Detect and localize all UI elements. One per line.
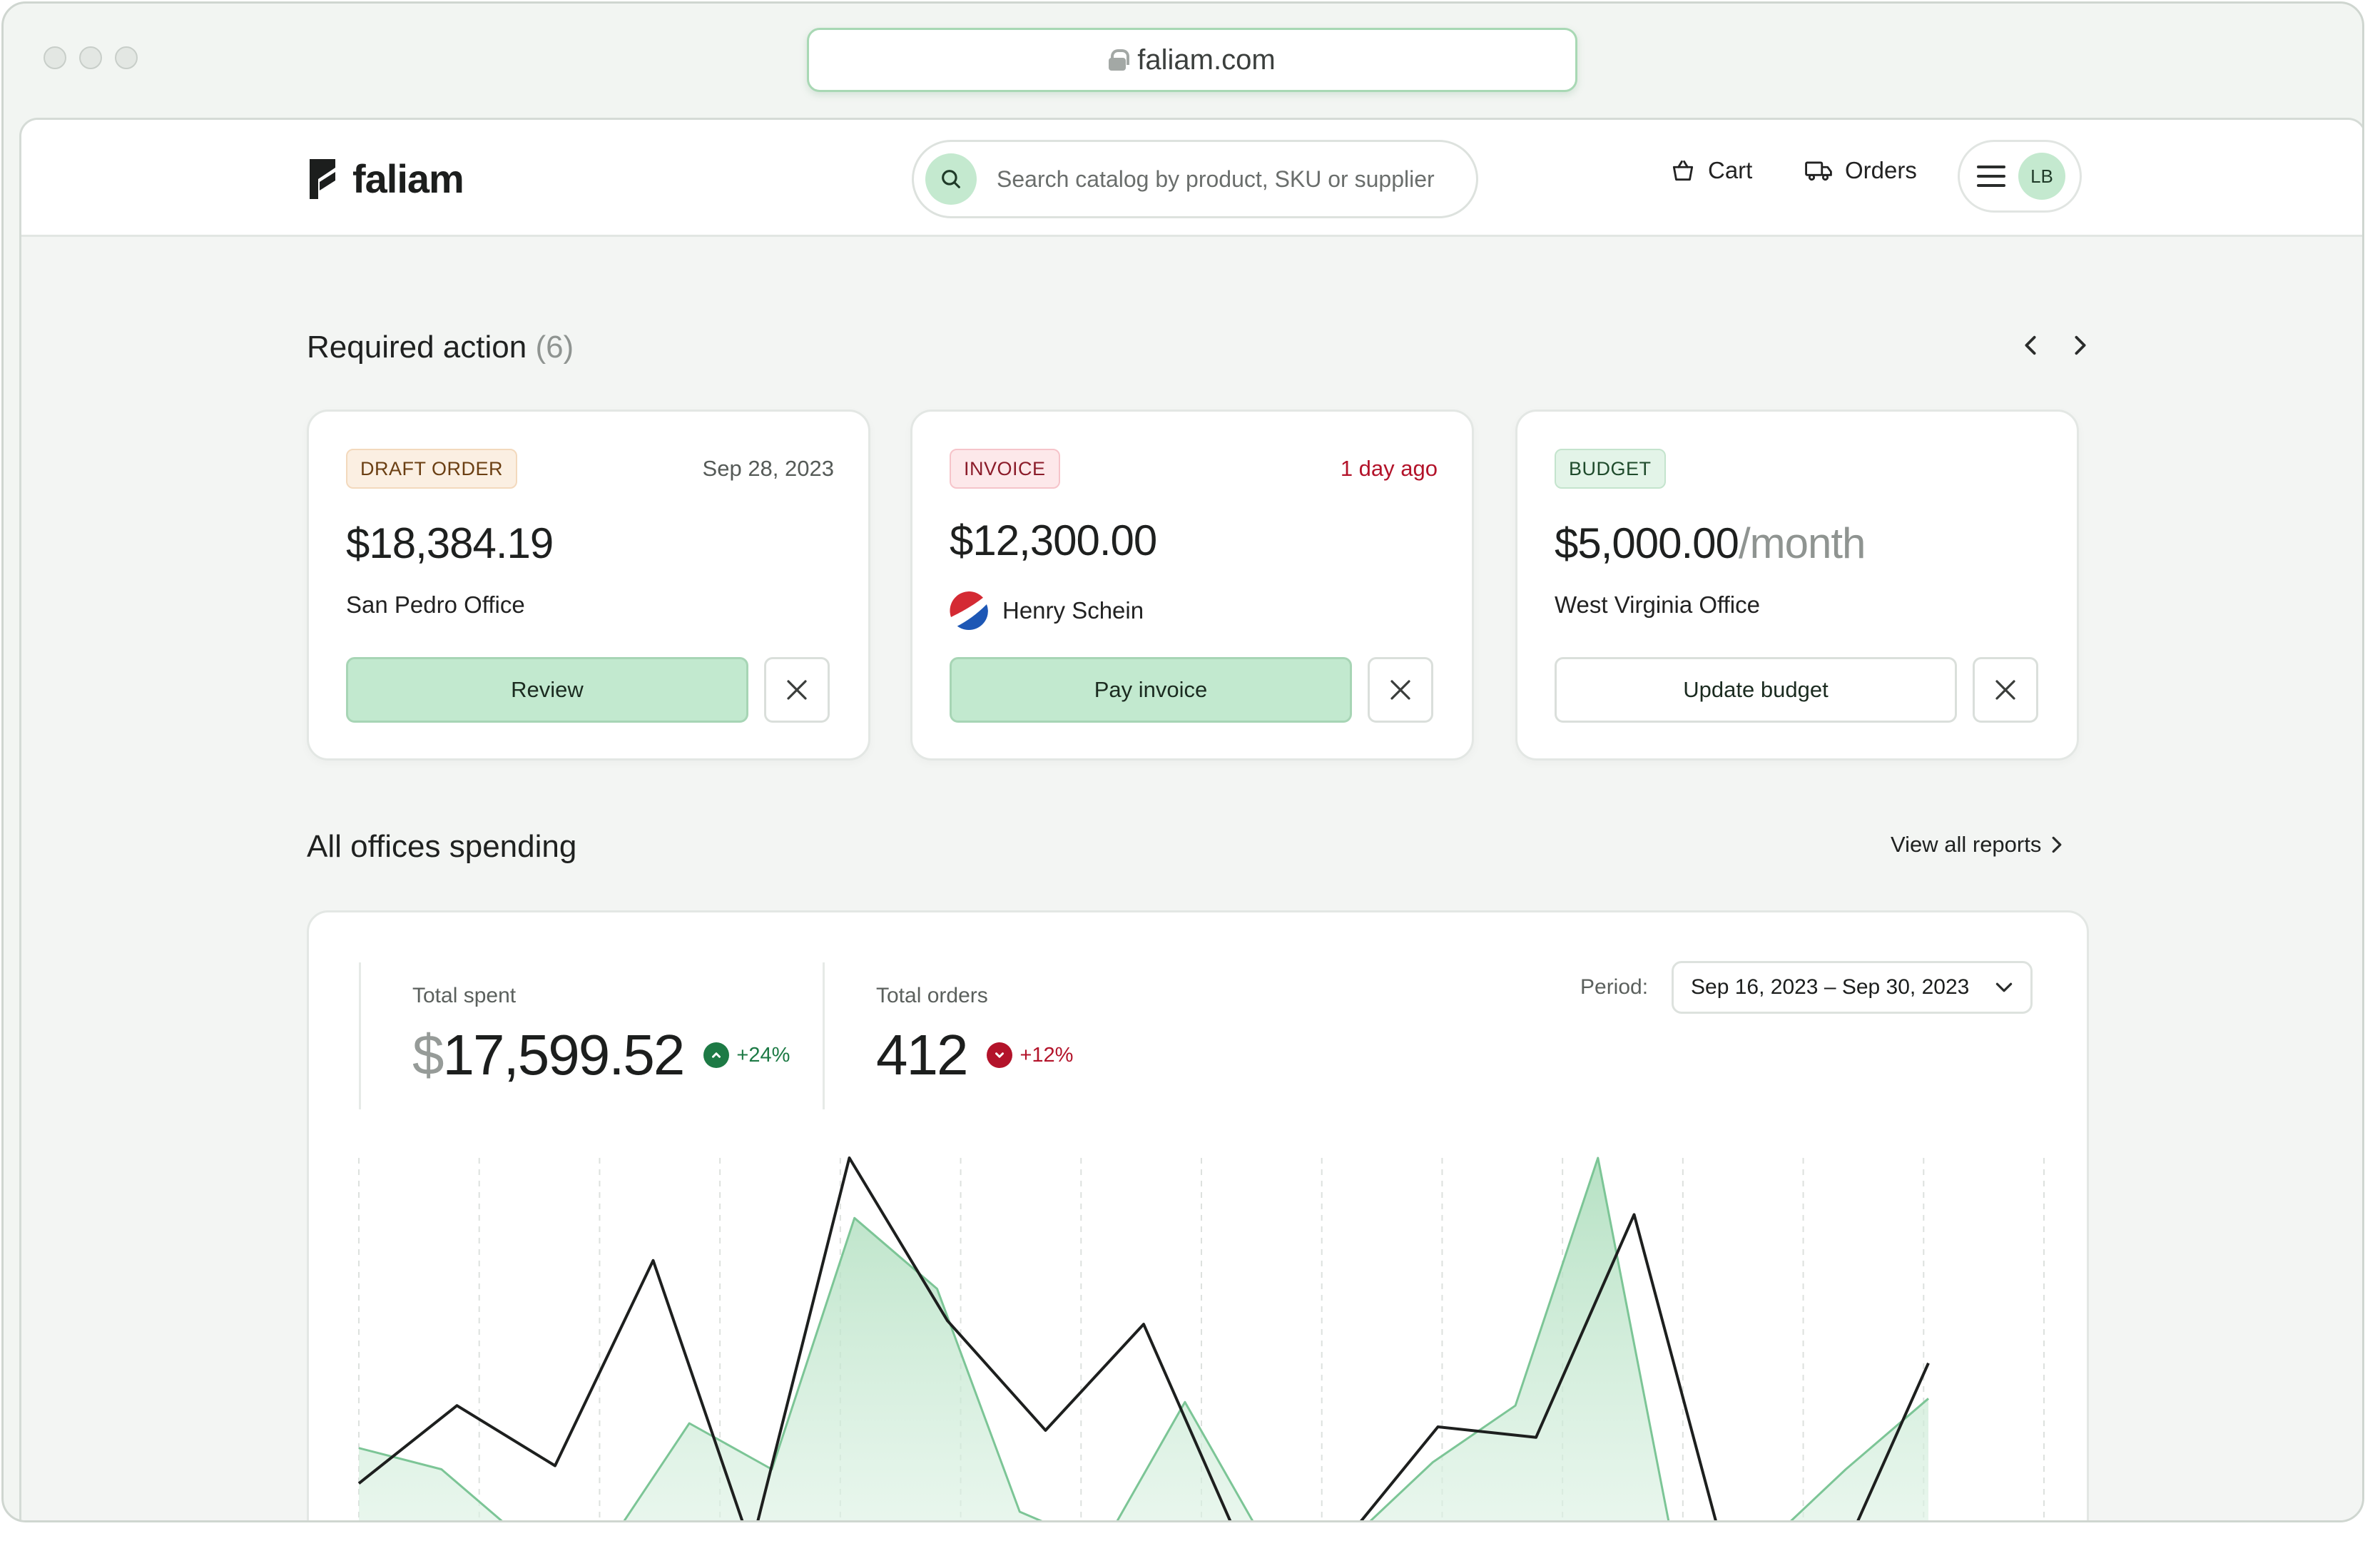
required-action-count: (6) (535, 330, 574, 365)
draft-order-card: DRAFT ORDER Sep 28, 2023 $18,384.19 San … (307, 410, 870, 761)
period-value: Sep 16, 2023 – Sep 30, 2023 (1691, 975, 1970, 999)
currency-symbol: $ (412, 1023, 444, 1087)
required-action-title: Required action (307, 330, 527, 365)
view-all-reports-link[interactable]: View all reports (1891, 832, 2063, 858)
total-orders-label: Total orders (876, 984, 988, 1007)
office-name: West Virginia Office (1555, 591, 1760, 618)
close-window-dot[interactable] (44, 46, 66, 69)
orders-delta: +12% (987, 1042, 1073, 1068)
maximize-window-dot[interactable] (115, 46, 138, 69)
card-pager (2018, 330, 2093, 361)
spending-panel: Total spent $17,599.52 +24% Total orders… (307, 910, 2089, 1520)
view-all-label: View all reports (1891, 832, 2042, 857)
card-subtitle: West Virginia Office (1555, 591, 1760, 619)
faliam-logo-icon (310, 158, 335, 199)
total-orders-stat: Total orders 412 +12% (823, 962, 1179, 1109)
trend-down-icon (987, 1042, 1013, 1068)
basket-icon (1672, 160, 1694, 181)
card-amount: $5,000.00/month (1555, 519, 1866, 568)
pay-invoice-button[interactable]: Pay invoice (950, 657, 1352, 723)
invoice-card: INVOICE 1 day ago $12,300.00 Henry Schei… (910, 410, 1474, 761)
catalog-search[interactable] (912, 140, 1478, 218)
orders-link[interactable]: Orders (1804, 157, 1917, 184)
orders-label: Orders (1845, 157, 1917, 183)
required-action-heading: Required action (6) (307, 330, 574, 365)
card-subtitle: Henry Schein (950, 591, 1144, 630)
user-menu[interactable]: LB (1958, 140, 2082, 213)
top-navigation: faliam Cart Orders LB (21, 120, 2362, 237)
supplier-logo-icon (950, 591, 988, 630)
window-controls (44, 46, 138, 69)
spend-area-outline (358, 1156, 1929, 1520)
budget-card: BUDGET $5,000.00/month West Virginia Off… (1515, 410, 2079, 761)
spent-delta-value: +24% (736, 1043, 790, 1067)
minimize-window-dot[interactable] (79, 46, 102, 69)
orders-delta-value: +12% (1019, 1043, 1074, 1067)
amount-value: $12,300.00 (950, 517, 1157, 564)
chevron-right-icon[interactable] (2068, 330, 2093, 361)
spending-heading: All offices spending (307, 829, 577, 864)
dismiss-button[interactable] (1368, 657, 1433, 723)
card-date: Sep 28, 2023 (702, 456, 834, 481)
chevron-right-icon (2052, 836, 2062, 853)
total-spent-amount: 17,599.52 (442, 1023, 686, 1087)
truck-icon (1805, 161, 1832, 181)
invoice-badge: INVOICE (950, 449, 1060, 489)
app-window: faliam Cart Orders LB Re (19, 118, 2362, 1520)
close-icon (787, 680, 807, 700)
card-due-time: 1 day ago (1340, 456, 1438, 481)
total-spent-label: Total spent (412, 984, 517, 1007)
browser-window: faliam.com faliam Cart (1, 1, 2364, 1522)
brand-logo[interactable]: faliam (307, 156, 464, 202)
chevron-down-icon (1995, 982, 2013, 992)
amount-value: $5,000.00 (1555, 519, 1739, 567)
brand-name: faliam (352, 156, 464, 201)
period-label: Period: (1580, 975, 1649, 999)
draft-order-badge: DRAFT ORDER (346, 449, 518, 489)
period-select[interactable]: Sep 16, 2023 – Sep 30, 2023 (1672, 961, 2033, 1014)
card-subtitle: San Pedro Office (346, 591, 525, 619)
spending-chart (357, 1156, 2045, 1520)
card-amount: $12,300.00 (950, 516, 1157, 565)
address-bar[interactable]: faliam.com (807, 28, 1577, 92)
supplier-name: Henry Schein (1002, 597, 1144, 624)
avatar[interactable]: LB (2018, 153, 2065, 200)
office-name: San Pedro Office (346, 591, 525, 618)
dismiss-button[interactable] (1973, 657, 2038, 723)
chevron-left-icon[interactable] (2018, 330, 2043, 361)
close-icon (1390, 680, 1410, 700)
trend-up-icon (703, 1042, 730, 1068)
amount-suffix: /month (1738, 519, 1866, 567)
hamburger-menu-icon[interactable] (1977, 166, 2005, 187)
lock-icon (1109, 49, 1130, 71)
update-budget-button[interactable]: Update budget (1555, 657, 1957, 723)
orders-line-series (357, 1156, 1930, 1520)
close-icon (1995, 680, 2015, 700)
review-button[interactable]: Review (346, 657, 748, 723)
search-input[interactable] (997, 166, 1453, 193)
cart-label: Cart (1708, 157, 1753, 183)
card-amount: $18,384.19 (346, 519, 554, 568)
amount-value: $18,384.19 (346, 519, 554, 567)
total-spent-stat: Total spent $17,599.52 +24% (359, 962, 824, 1109)
dismiss-button[interactable] (764, 657, 830, 723)
budget-badge: BUDGET (1555, 449, 1666, 489)
total-orders-value: 412 (876, 1023, 968, 1087)
url-text: faliam.com (1137, 44, 1276, 76)
search-icon[interactable] (925, 153, 977, 205)
total-spent-value: $17,599.52 (412, 1022, 686, 1088)
spent-delta: +24% (703, 1042, 790, 1068)
cart-link[interactable]: Cart (1669, 157, 1752, 184)
spend-area-series (359, 1158, 1928, 1520)
